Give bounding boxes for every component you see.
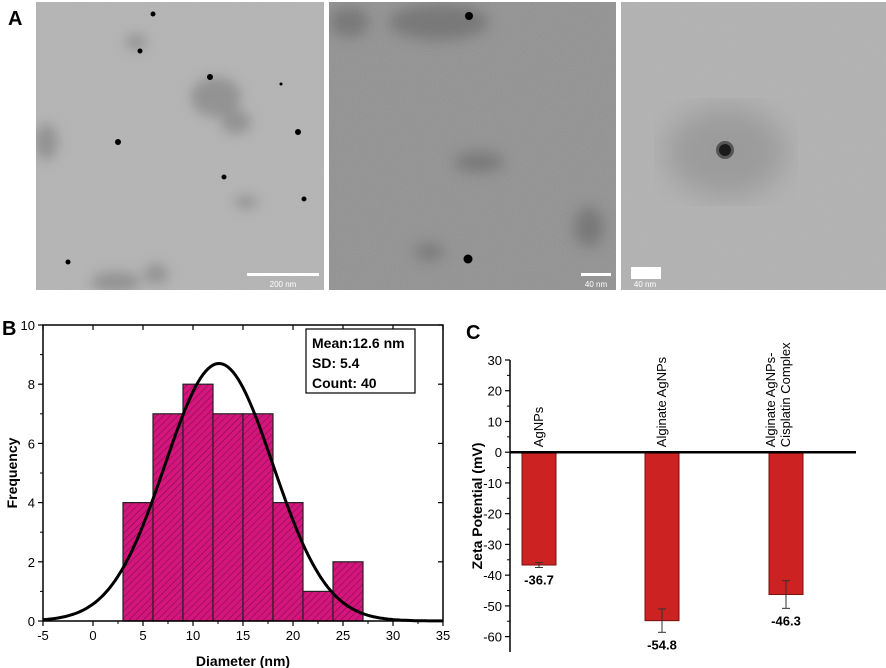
legend-box (305, 328, 416, 394)
histogram-bar (302, 590, 334, 622)
y-tick-label: -30 (483, 537, 502, 552)
y-tick-label: 4 (28, 496, 35, 511)
x-tick-label: 5 (139, 628, 146, 643)
legend-entry: SD: 5.4 (312, 355, 360, 371)
x-tick-label: 35 (436, 628, 450, 643)
zeta-bar (521, 451, 557, 566)
gaussian-fit-curve (42, 361, 444, 623)
histogram-bar (182, 383, 214, 622)
legend-entry: Mean:12.6 nm (312, 335, 405, 351)
panel-label-b: B (2, 318, 17, 340)
x-tick-label: 0 (89, 628, 96, 643)
y-tick-label: 0 (495, 445, 502, 460)
x-tick-label: 15 (236, 628, 250, 643)
y-tick-label: 10 (488, 414, 502, 429)
category-label: Alginate AgNPs (654, 356, 669, 447)
histogram-bar (212, 413, 244, 622)
category-label: Alginate AgNPs- (763, 353, 778, 448)
scale-bar-label: 40 nm (585, 280, 608, 289)
bar-value-label: -46.3 (771, 613, 801, 628)
x-tick-label: 25 (336, 628, 350, 643)
y-tick-label: 8 (28, 377, 35, 392)
x-axis-title: Diameter (nm) (196, 653, 290, 668)
tem-micrograph-2: 40 nm (329, 2, 616, 290)
y-tick-label: 6 (28, 436, 35, 451)
histogram-bar (152, 413, 184, 622)
x-tick-label: 20 (286, 628, 300, 643)
tem-image-1: 200 nm (36, 2, 324, 290)
x-tick-label: 10 (186, 628, 200, 643)
y-tick-label: 2 (28, 555, 35, 570)
y-axis-title: Frequency (4, 437, 20, 508)
y-axis-title: Zeta Potential (mV) (470, 443, 485, 570)
legend-entry: Count: 40 (312, 375, 377, 391)
zeta-bar (768, 451, 804, 596)
x-tick-label: 30 (386, 628, 400, 643)
y-tick-label: 10 (21, 318, 35, 333)
tem-micrograph-3: 40 nm (621, 2, 886, 290)
panel-label-a: A (8, 8, 23, 30)
y-tick-label: -60 (483, 630, 502, 645)
zeta-bar (644, 451, 680, 622)
y-tick-label: -20 (483, 507, 502, 522)
zeta-potential-chart: -36.7 AgNPs -54.8 Alginate AgNPs -46.3 Algina… (470, 342, 856, 652)
tem-image-2: 40 nm (329, 2, 616, 290)
y-tick-label: -10 (483, 476, 502, 491)
tem-micrograph-1: 200 nm (36, 2, 324, 290)
tem-image-3: 40 nm (621, 2, 886, 290)
histogram-bar (272, 502, 304, 622)
y-tick-label: 20 (488, 384, 502, 399)
bar-value-label: -54.8 (647, 637, 677, 652)
bar-value-label: -36.7 (524, 572, 554, 587)
category-label: Cisplatin Complex (778, 342, 793, 447)
scale-bar-label: 200 nm (270, 280, 297, 289)
y-tick-label: -50 (483, 599, 502, 614)
category-label: AgNPs (531, 406, 546, 447)
panel-label-c: C (466, 322, 481, 344)
histogram-bar (242, 413, 274, 622)
y-tick-label: 30 (488, 353, 502, 368)
y-tick-label: 0 (28, 614, 35, 629)
scale-bar-label: 40 nm (634, 280, 657, 289)
x-tick-label: -5 (37, 628, 49, 643)
y-tick-label: -40 (483, 568, 502, 583)
